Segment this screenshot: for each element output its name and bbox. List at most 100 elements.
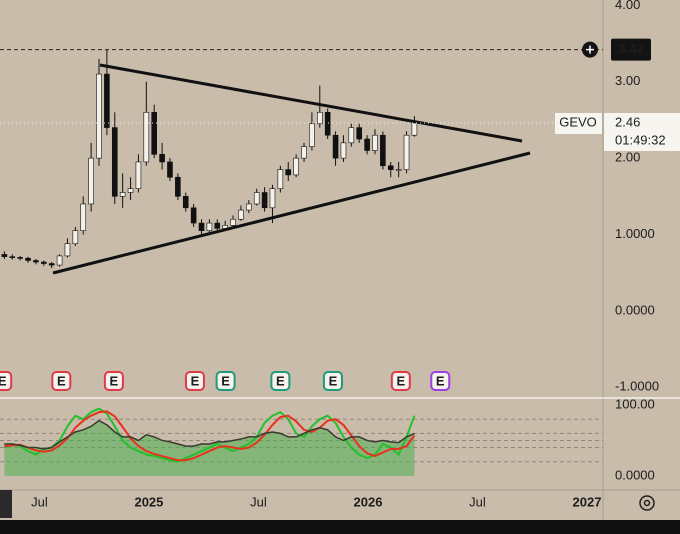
candle-body [190, 207, 197, 224]
candle-body [33, 260, 39, 263]
candle-body [88, 157, 94, 205]
candle-body [395, 169, 402, 171]
candle-body [387, 165, 394, 170]
candle-body [104, 73, 110, 128]
earnings-badge [322, 371, 343, 391]
candle-body [246, 203, 252, 211]
candle-body [119, 192, 126, 197]
candle-body [48, 263, 55, 266]
last-price-label: 2.46 [615, 114, 640, 129]
earnings-badge [103, 371, 124, 391]
y-tick-label: -1.0000 [615, 379, 659, 394]
y2-tick-label: 100.00 [615, 397, 655, 412]
candle-body [324, 111, 331, 136]
y-tick-label: 1.0000 [615, 226, 655, 241]
candle-body [111, 127, 118, 197]
candle-body [269, 188, 276, 209]
candle-body [301, 146, 307, 159]
candle-body [316, 111, 323, 125]
candle-body [238, 209, 244, 220]
candle-body [206, 222, 213, 232]
earnings-badge [184, 371, 205, 391]
x-tick-label: Jul [31, 494, 48, 509]
earnings-label: E [191, 373, 200, 388]
x-tick-label: Jul [469, 494, 486, 509]
candle-body [340, 142, 347, 159]
earnings-label: E [57, 373, 66, 388]
earnings-label: E [221, 373, 230, 388]
candle-body [277, 169, 284, 189]
earnings-label: E [110, 373, 119, 388]
symbol-label: GEVO [559, 114, 597, 129]
candle-body [135, 161, 142, 189]
candle-body [80, 203, 87, 232]
candle-body [72, 230, 79, 244]
earnings-label: E [329, 373, 338, 388]
y-tick-label: 0.0000 [615, 302, 655, 317]
candle-body [159, 154, 165, 163]
candle-body [41, 261, 47, 264]
earnings-badge [430, 371, 451, 391]
axis-corner [0, 490, 12, 518]
x-tick-label: 2027 [573, 494, 602, 509]
candle-body [364, 138, 370, 151]
trendline-upper [99, 63, 523, 143]
x-tick-label: 2025 [134, 494, 163, 509]
candle-body [64, 243, 71, 257]
candle-body [411, 122, 418, 136]
trendlines [52, 63, 531, 275]
candle-body [17, 257, 23, 259]
candle-body [127, 188, 134, 193]
settings-icon[interactable] [639, 495, 655, 511]
candle-body [261, 192, 268, 209]
candle-body [96, 73, 102, 159]
candle-body [372, 134, 378, 151]
add-alert-plus[interactable] [586, 45, 594, 54]
candle-body [214, 222, 221, 229]
gear-outer[interactable] [639, 495, 655, 511]
earnings-badge [0, 371, 13, 391]
candle-body [9, 256, 16, 258]
x-tick-label: 2026 [354, 494, 383, 509]
countdown-label: 01:49:32 [615, 132, 666, 147]
candle-body [348, 127, 355, 144]
candle-body [151, 111, 157, 155]
y-tick-label: 2.00 [615, 150, 640, 165]
candle-body [403, 134, 410, 170]
x-tick-label: Jul [250, 494, 267, 509]
last-price-box [604, 112, 680, 151]
earnings-label: E [436, 373, 445, 388]
candle-body [56, 255, 63, 266]
high-price-label: 3.42 [618, 41, 643, 56]
candle-body [175, 176, 181, 197]
earnings-badge [215, 371, 236, 391]
indicator-line [3, 407, 416, 463]
candle-body [380, 134, 386, 167]
earnings-badge [390, 371, 411, 391]
high-price-box [611, 38, 651, 61]
earnings-label: E [276, 373, 285, 388]
candle-body [1, 254, 8, 257]
indicator-line [4, 419, 415, 450]
candle-body [182, 196, 189, 209]
candle-body [293, 157, 299, 176]
earnings-badge [270, 371, 291, 391]
indicator-line [4, 410, 416, 462]
candle-body [253, 192, 260, 205]
candle-body [230, 218, 236, 226]
candle-body [285, 169, 292, 176]
candle-body [309, 123, 315, 147]
gear-inner[interactable] [643, 499, 651, 507]
earnings-label: E [396, 373, 405, 388]
earnings-label: E [0, 373, 7, 388]
candle-body [332, 134, 339, 159]
candle-body [25, 257, 31, 261]
y-tick-label: 3.00 [615, 73, 640, 88]
candle-body [198, 222, 205, 232]
candle-body [143, 111, 150, 163]
y-tick-label: 4.00 [615, 0, 640, 12]
bottom-bar [0, 520, 680, 534]
trendline-lower [52, 151, 531, 275]
y2-tick-label: 0.0000 [615, 467, 655, 482]
